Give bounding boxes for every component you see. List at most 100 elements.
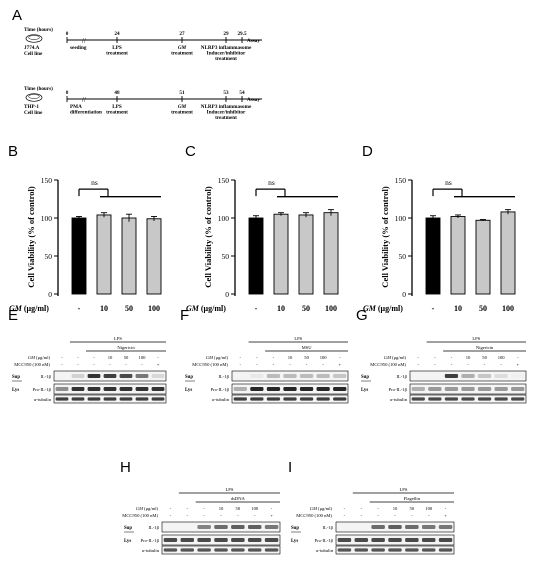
bar [71, 217, 87, 295]
band [163, 548, 178, 552]
timeline-tick-value: 27 [179, 31, 185, 37]
band [71, 397, 85, 401]
inhibitor-dose: - [93, 362, 95, 367]
gm-dose: - [271, 506, 273, 511]
inhibitor-dose: - [377, 513, 379, 518]
cell-line-label: Cell line [24, 110, 43, 116]
band [247, 548, 262, 552]
row-label-il1b: IL-1β [41, 374, 52, 379]
inhibitor-dose: - [237, 513, 239, 518]
inhibitor-dose: - [500, 362, 502, 367]
x-axis-label: GM (μg/ml) [186, 304, 226, 313]
x-axis-label-italic: GM [363, 304, 377, 313]
x-axis-label: GM (μg/ml) [363, 304, 403, 313]
band [151, 374, 165, 378]
band [428, 387, 442, 391]
band [354, 548, 369, 552]
row-label-tubulin: α-tubulin [212, 397, 230, 402]
gm-dose: 50 [410, 506, 415, 511]
band [264, 538, 279, 542]
band [250, 387, 264, 391]
row-label-tubulin: α-tubulin [316, 548, 334, 553]
sup-label: Sup [361, 375, 369, 380]
x-tick-label: 50 [302, 304, 310, 313]
panel-letter-c: C [185, 143, 196, 160]
timeline-header: Time (hours) [24, 26, 53, 33]
inhibitor-dose: - [240, 362, 242, 367]
x-tick-label: 10 [277, 304, 285, 313]
row-label-il1b: IL-1β [323, 525, 334, 530]
lys-label: Lys [361, 388, 368, 393]
y-tick-label: 150 [41, 176, 53, 185]
bar [323, 212, 339, 295]
gm-dose: - [339, 355, 341, 360]
band [511, 374, 524, 378]
band [461, 374, 475, 378]
lys-label: Lys [185, 388, 192, 393]
bar [273, 213, 289, 295]
x-axis-label-unit: (μg/ml) [376, 304, 403, 313]
lps-label: LPS [225, 487, 233, 492]
timeline-tick-value: 29.5 [237, 31, 246, 37]
inhibitor-row-label: MCC950 (100 nM) [296, 513, 332, 518]
band [103, 397, 117, 401]
band [388, 548, 402, 552]
blot-e: LPS Nigericin GM (μg/ml) - - - 10 50 100 - MCC950 … [12, 336, 167, 404]
band [119, 397, 133, 401]
inhibitor-dose: - [322, 362, 324, 367]
x-tick-label: 100 [148, 304, 160, 313]
y-axis-label: Cell Viability (% of control) [380, 186, 390, 288]
band [87, 374, 101, 378]
band [55, 397, 69, 401]
gm-label-italic: GM [136, 506, 144, 511]
band [494, 374, 508, 378]
band [333, 397, 347, 401]
inhibitor-dose: + [444, 513, 447, 518]
gm-label-italic: GM [28, 355, 36, 360]
timeline-label: GM [178, 104, 187, 110]
panel-letter-i: I [288, 459, 292, 476]
y-axis-label: Cell Viability (% of control) [203, 186, 213, 288]
lps-label: LPS [114, 336, 122, 341]
inhibitor-dose: - [125, 362, 127, 367]
panel-letter-d: D [362, 143, 373, 160]
petri-dish-icon [25, 93, 43, 102]
band [316, 397, 330, 401]
band [477, 387, 492, 391]
band [197, 525, 211, 529]
timeline-label: treatment [171, 110, 193, 116]
band [214, 548, 228, 552]
inhibitor-dose: - [256, 362, 258, 367]
band [511, 397, 525, 401]
band [444, 387, 459, 391]
sig-annotation: ns [91, 178, 98, 187]
band [197, 548, 211, 552]
band [421, 538, 436, 542]
timeline-label: Inducer/inhibitor [207, 110, 246, 116]
y-tick-label: 50 [222, 252, 230, 261]
gm-dose: 100 [139, 355, 147, 360]
band [214, 525, 228, 529]
gm-row-label: GM (μg/ml) [206, 355, 229, 360]
gm-dose: - [170, 506, 172, 511]
bar [500, 211, 516, 295]
band [214, 538, 228, 542]
x-tick-label: 50 [125, 304, 133, 313]
row-label-pro-il1b: Pro-IL-1β [141, 538, 160, 543]
inhibitor-dose: - [109, 362, 111, 367]
gm-dose: 100 [425, 506, 433, 511]
gm-dose: - [273, 355, 275, 360]
timeline-label: Assay [247, 97, 260, 103]
inhibitor-row-label: MCC950 (100 nM) [192, 362, 228, 367]
bar [475, 219, 491, 295]
inhibitor-dose: - [187, 513, 189, 518]
band [444, 397, 459, 401]
band [266, 397, 281, 401]
bar [96, 214, 112, 295]
inducer-label: Nigericin [476, 345, 494, 350]
bar [121, 217, 137, 295]
gm-dose: 100 [251, 506, 259, 511]
